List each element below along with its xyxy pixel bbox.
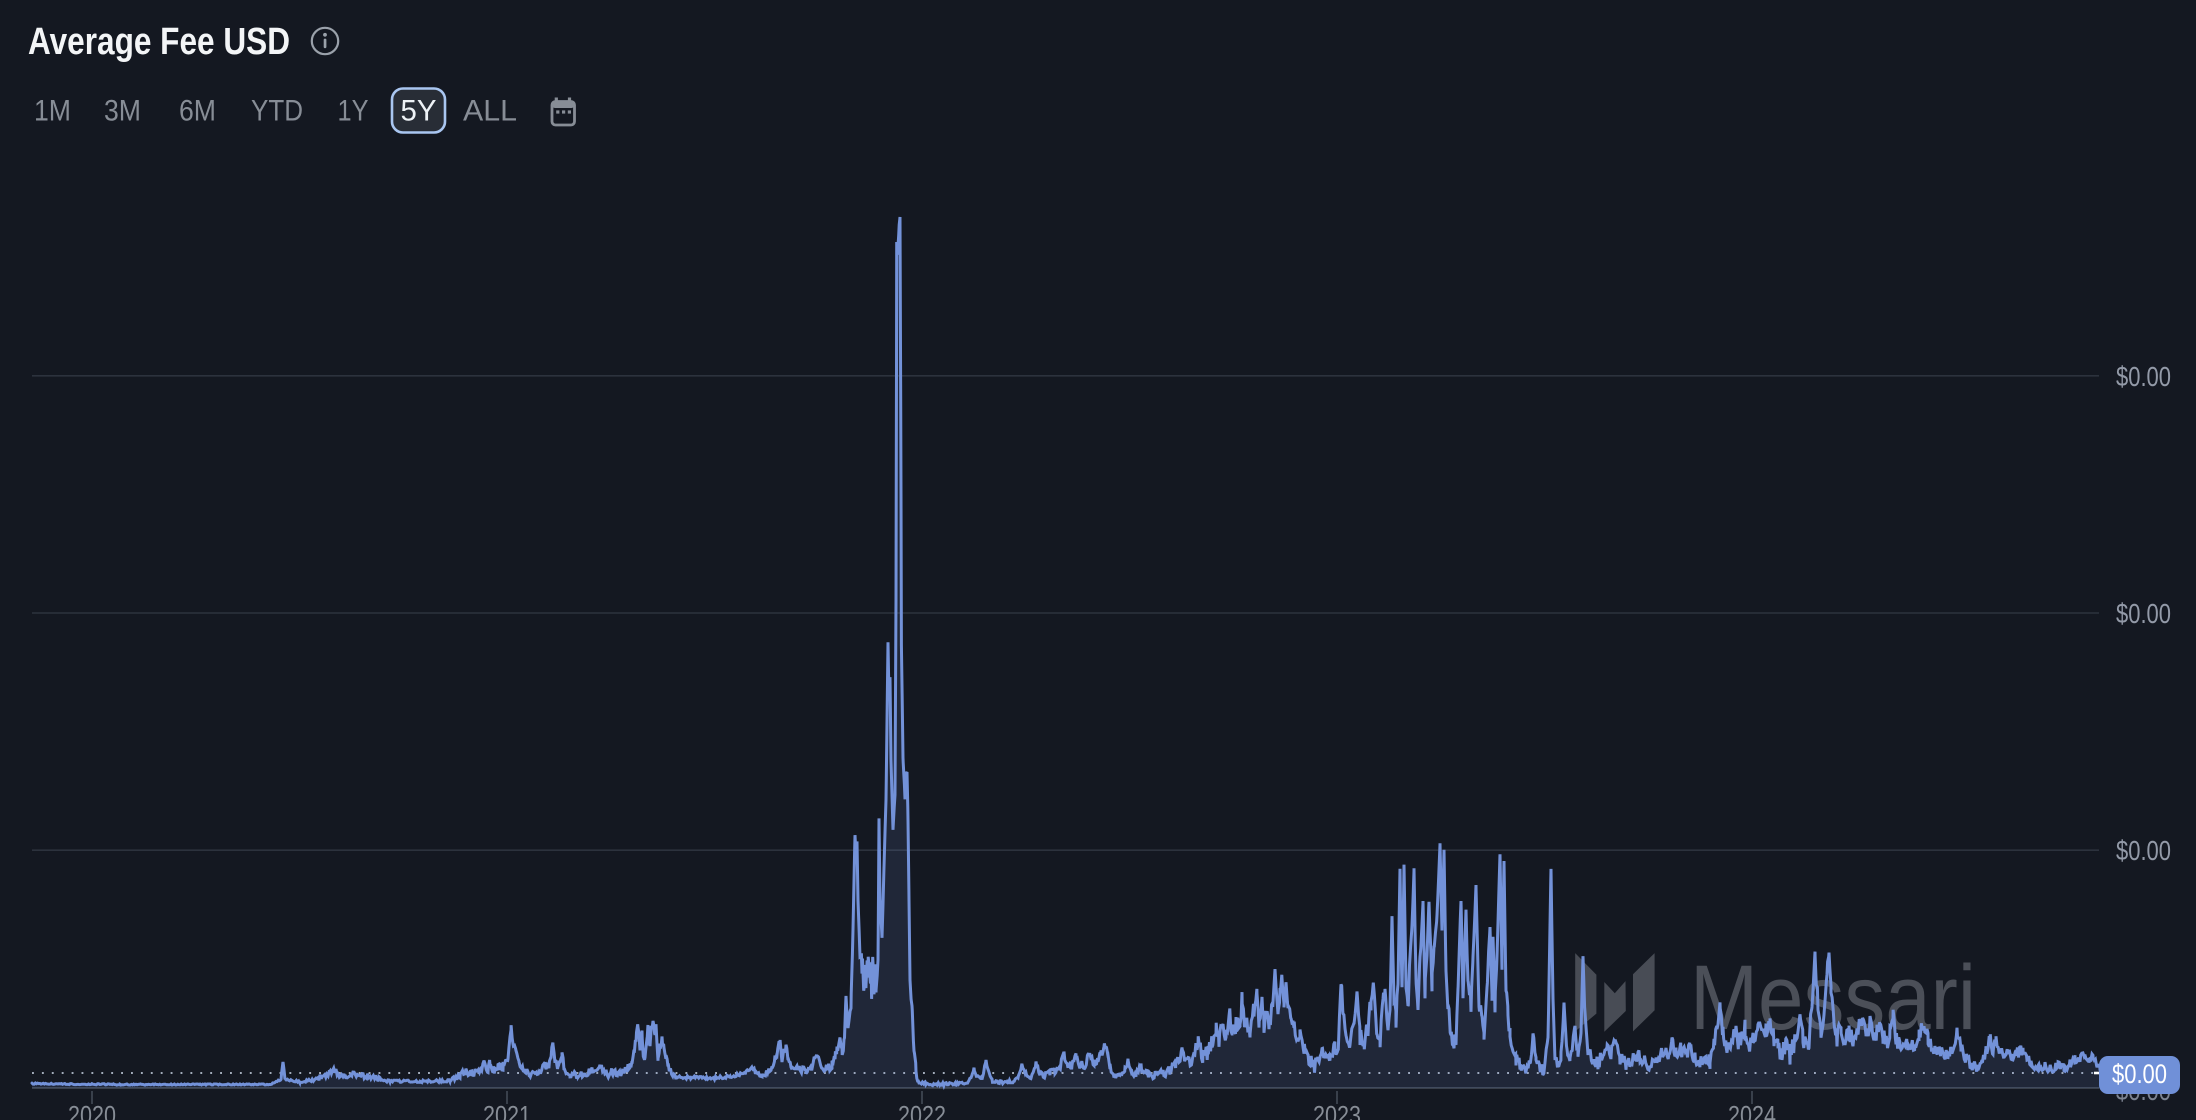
svg-text:$0.00: $0.00 xyxy=(2116,598,2171,629)
svg-text:Average Fee USD: Average Fee USD xyxy=(28,21,290,63)
svg-text:YTD: YTD xyxy=(251,95,303,128)
svg-text:5Y: 5Y xyxy=(401,95,437,128)
svg-text:2023: 2023 xyxy=(1313,1100,1361,1120)
svg-text:2020: 2020 xyxy=(68,1100,116,1120)
svg-text:2022: 2022 xyxy=(898,1100,946,1120)
svg-text:2024: 2024 xyxy=(1728,1100,1776,1120)
svg-text:$0.00: $0.00 xyxy=(2116,835,2171,866)
svg-text:$0.00: $0.00 xyxy=(2116,361,2171,392)
svg-text:6M: 6M xyxy=(179,95,216,128)
svg-text:ALL: ALL xyxy=(463,95,517,128)
svg-text:$0.00: $0.00 xyxy=(2112,1059,2167,1089)
svg-text:1M: 1M xyxy=(34,95,71,128)
svg-text:3M: 3M xyxy=(104,95,141,128)
svg-text:1Y: 1Y xyxy=(338,95,369,128)
svg-text:2021: 2021 xyxy=(483,1100,531,1120)
